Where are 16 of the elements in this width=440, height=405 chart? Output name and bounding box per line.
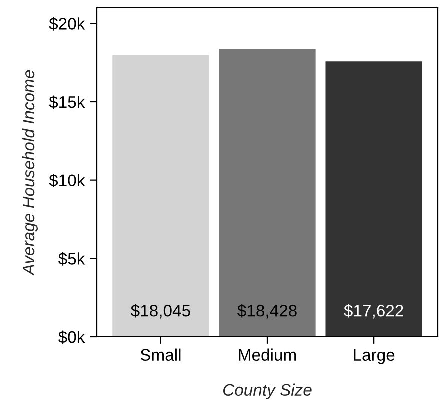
- bar: [218, 48, 318, 337]
- y-tick-label: $20k: [49, 17, 86, 31]
- y-tick-label: $0k: [58, 330, 86, 344]
- bar: [111, 54, 211, 337]
- x-axis-title: County Size: [223, 384, 312, 400]
- data-label: $18,428: [238, 304, 297, 319]
- x-tick-label: Medium: [239, 348, 296, 362]
- data-label: $18,045: [130, 304, 190, 319]
- x-tick-label: Small: [140, 348, 181, 362]
- y-tick-label: $15k: [49, 96, 86, 110]
- y-tick-label: $10k: [49, 174, 86, 188]
- y-axis-title: Average Household Income: [22, 70, 38, 276]
- bar: [324, 60, 424, 337]
- x-tick-label: Large: [354, 349, 395, 364]
- data-label: $17,622: [344, 304, 404, 319]
- y-tick-label: $5k: [58, 252, 86, 266]
